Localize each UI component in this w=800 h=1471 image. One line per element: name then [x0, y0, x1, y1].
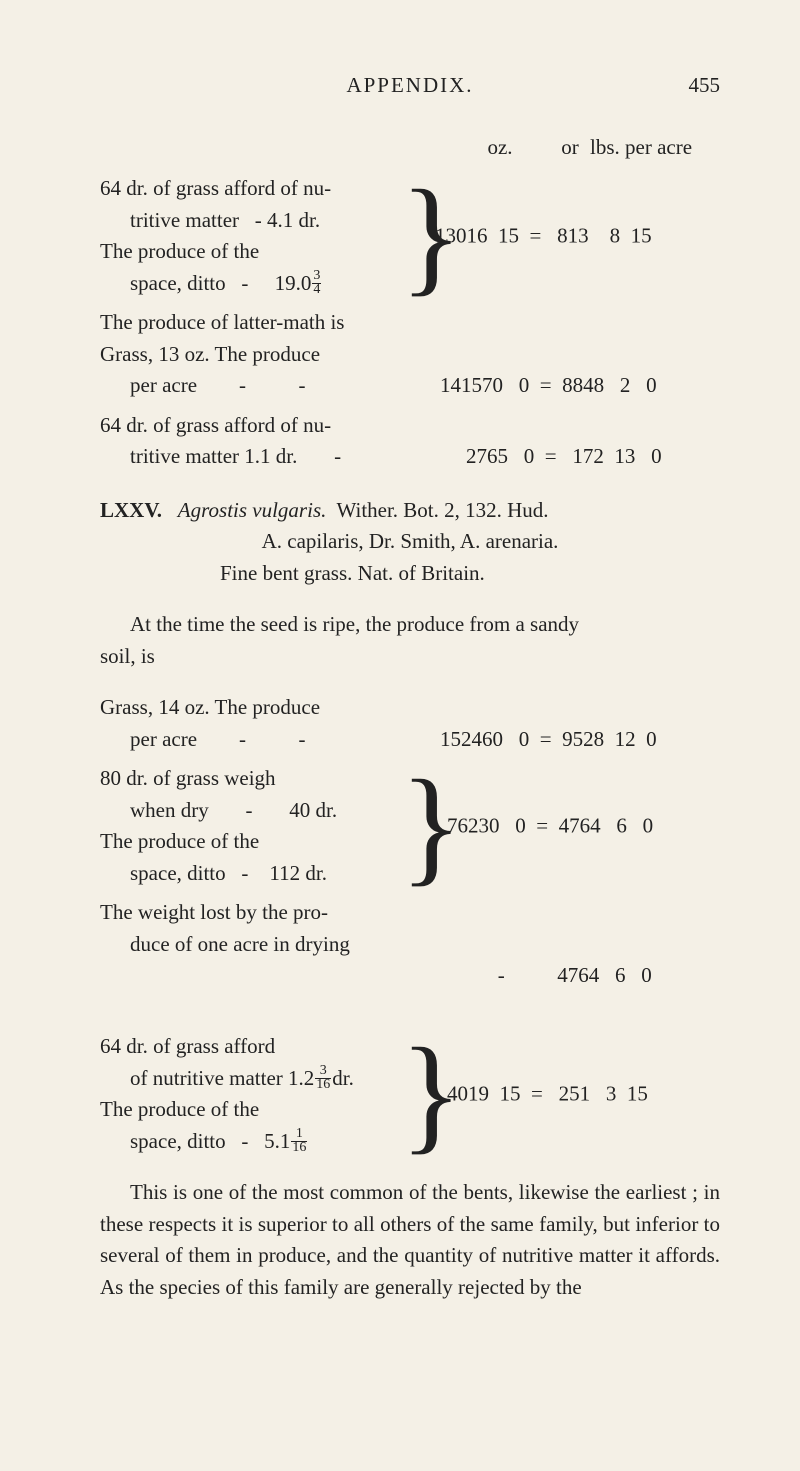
section-heading: LXXV. Agrostis vulgaris. Wither. Bot. 2,… — [100, 495, 720, 590]
text-line: The produce of the — [100, 236, 410, 268]
page: APPENDIX. 455 oz. or lbs. per acre 64 dr… — [0, 0, 800, 1383]
text-line: Wither. Bot. 2, 132. Hud. — [337, 498, 549, 522]
text-line: space, ditto - 112 dr. — [100, 858, 410, 890]
page-header: APPENDIX. 455 — [100, 70, 720, 102]
text-line: 64 dr. of grass afford of nu- — [100, 410, 720, 442]
entry-block-3: 64 dr. of grass afford of nutritive matt… — [100, 1031, 720, 1157]
text-line: The produce of the — [100, 1094, 410, 1126]
text-line: At the time the seed is ripe, the produc… — [100, 609, 720, 641]
text-line: A. capilaris, Dr. Smith, A. arenaria. — [100, 526, 720, 558]
value-cell: 152460 0 = 9528 12 0 — [440, 724, 720, 756]
text-line: The weight lost by the pro- — [100, 897, 720, 929]
entry-block-1: 64 dr. of grass afford of nu- tritive ma… — [100, 173, 720, 299]
text-line: Grass, 14 oz. The produce — [100, 692, 720, 724]
text-line: 80 dr. of grass weigh — [100, 763, 410, 795]
value-cell: 4019 15 = 251 3 15 — [435, 1078, 720, 1110]
species-name: Agrostis vulgaris. — [178, 498, 327, 522]
text-line: when dry - 40 dr. — [100, 795, 410, 827]
text-line: space, ditto - 5.1116 — [100, 1126, 410, 1158]
text-line: The produce of the — [100, 826, 410, 858]
page-number: 455 — [660, 70, 720, 102]
value-cell: 13016 15 = 813 8 15 — [435, 220, 720, 252]
text-line: 64 dr. of grass afford — [100, 1031, 410, 1063]
text-line: soil, is — [100, 641, 720, 673]
col-oz: oz. — [450, 132, 550, 164]
running-title: APPENDIX. — [160, 70, 660, 102]
data-row: tritive matter 1.1 dr. - 2765 0 = 172 13… — [100, 441, 720, 473]
text-line: of nutritive matter 1.2316dr. — [100, 1063, 410, 1095]
footer-paragraph: This is one of the most common of the be… — [100, 1177, 720, 1303]
unit-headers: oz. or lbs. per acre — [100, 132, 720, 164]
data-row: duce of one acre in drying - 4764 6 0 — [100, 929, 720, 1024]
col-lbs: lbs. per acre — [590, 132, 720, 164]
col-or: or — [550, 132, 590, 164]
value-cell: 2765 0 = 172 13 0 — [440, 441, 720, 473]
value-cell: 76230 0 = 4764 6 0 — [435, 810, 720, 842]
entry-block-2: 80 dr. of grass weigh when dry - 40 dr. … — [100, 763, 720, 889]
value-cell: 141570 0 = 8848 2 0 — [440, 370, 720, 402]
data-row: per acre - - 152460 0 = 9528 12 0 — [100, 724, 720, 756]
value-cell: - 4764 6 0 — [440, 929, 720, 1024]
entry-number: LXXV. — [100, 498, 162, 522]
text-line: The produce of latter-math is — [100, 307, 720, 339]
text-line: 64 dr. of grass afford of nu- — [100, 173, 410, 205]
text-line: Fine bent grass. Nat. of Britain. — [100, 558, 720, 590]
paragraph: At the time the seed is ripe, the produc… — [100, 609, 720, 672]
text-line: tritive matter - 4.1 dr. — [100, 205, 410, 237]
text-line: space, ditto - 19.034 — [100, 268, 410, 300]
text-line: Grass, 13 oz. The produce — [100, 339, 720, 371]
data-row: per acre - - 141570 0 = 8848 2 0 — [100, 370, 720, 402]
